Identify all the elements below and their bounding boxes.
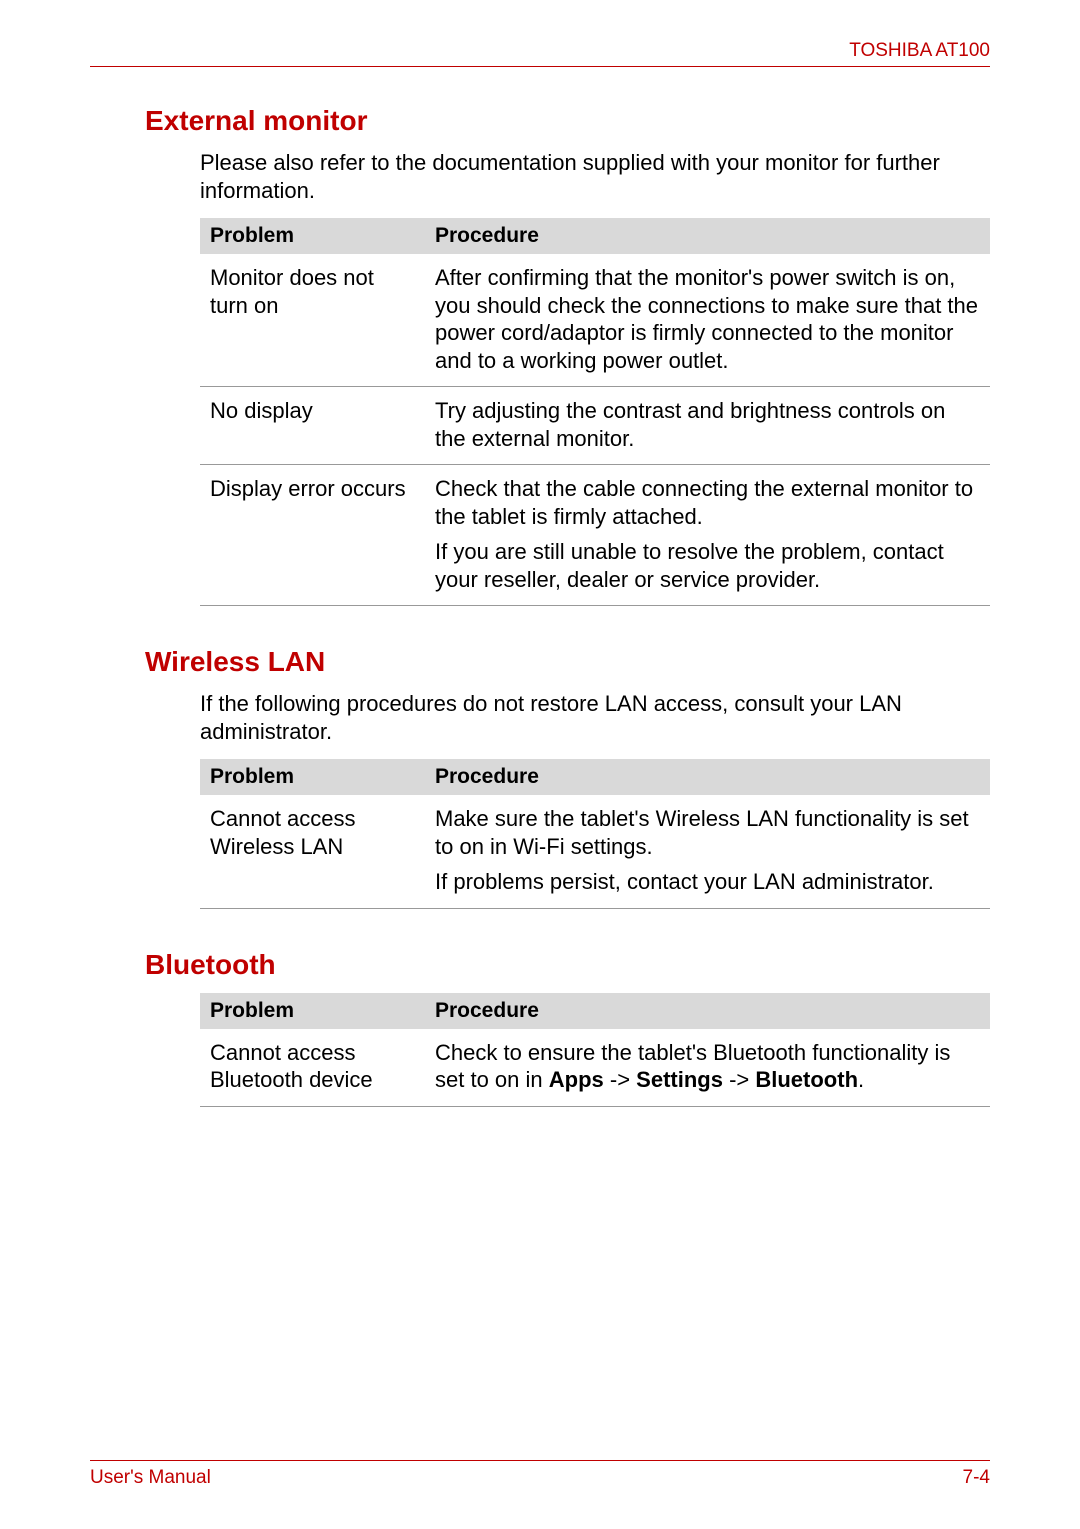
table-row: Monitor does not turn onAfter confirming… bbox=[200, 254, 990, 387]
footer-left: User's Manual bbox=[90, 1467, 211, 1489]
table-row: Display error occursCheck that the cable… bbox=[200, 465, 990, 606]
page-footer: User's Manual 7-4 bbox=[90, 1460, 990, 1489]
procedure-paragraph: Check to ensure the tablet's Bluetooth f… bbox=[435, 1039, 980, 1094]
cell-problem: No display bbox=[200, 387, 425, 465]
header-product: TOSHIBA AT100 bbox=[90, 40, 990, 66]
cell-procedure: Check to ensure the tablet's Bluetooth f… bbox=[425, 1029, 990, 1107]
table-header-problem: Problem bbox=[200, 993, 425, 1029]
cell-procedure: After confirming that the monitor's powe… bbox=[425, 254, 990, 387]
section-title: Wireless LAN bbox=[145, 646, 990, 678]
page-content: External monitor Please also refer to the… bbox=[90, 73, 990, 1460]
table-row: Cannot access Wireless LANMake sure the … bbox=[200, 795, 990, 908]
cell-procedure: Check that the cable connecting the exte… bbox=[425, 465, 990, 606]
section-intro: If the following procedures do not resto… bbox=[200, 690, 990, 745]
troubleshoot-table: ProblemProcedureMonitor does not turn on… bbox=[200, 218, 990, 606]
section-title: External monitor bbox=[145, 105, 990, 137]
troubleshoot-table: ProblemProcedureCannot access Wireless L… bbox=[200, 759, 990, 909]
header-rule: TOSHIBA AT100 bbox=[90, 40, 990, 67]
section-title: Bluetooth bbox=[145, 949, 990, 981]
procedure-paragraph: Check that the cable connecting the exte… bbox=[435, 475, 980, 530]
procedure-paragraph: Make sure the tablet's Wireless LAN func… bbox=[435, 805, 980, 860]
table-header-procedure: Procedure bbox=[425, 218, 990, 254]
table-row: Cannot access Bluetooth deviceCheck to e… bbox=[200, 1029, 990, 1107]
footer-right: 7-4 bbox=[963, 1467, 990, 1489]
procedure-paragraph: If problems persist, contact your LAN ad… bbox=[435, 868, 980, 896]
procedure-paragraph: If you are still unable to resolve the p… bbox=[435, 538, 980, 593]
troubleshoot-table: ProblemProcedureCannot access Bluetooth … bbox=[200, 993, 990, 1107]
table-header-procedure: Procedure bbox=[425, 993, 990, 1029]
section-intro: Please also refer to the documentation s… bbox=[200, 149, 990, 204]
cell-problem: Monitor does not turn on bbox=[200, 254, 425, 387]
table-row: No displayTry adjusting the contrast and… bbox=[200, 387, 990, 465]
table-header-problem: Problem bbox=[200, 218, 425, 254]
cell-problem: Display error occurs bbox=[200, 465, 425, 606]
cell-procedure: Make sure the tablet's Wireless LAN func… bbox=[425, 795, 990, 908]
cell-problem: Cannot access Bluetooth device bbox=[200, 1029, 425, 1107]
table-header-problem: Problem bbox=[200, 759, 425, 795]
procedure-paragraph: After confirming that the monitor's powe… bbox=[435, 264, 980, 374]
procedure-paragraph: Try adjusting the contrast and brightnes… bbox=[435, 397, 980, 452]
table-header-procedure: Procedure bbox=[425, 759, 990, 795]
cell-procedure: Try adjusting the contrast and brightnes… bbox=[425, 387, 990, 465]
cell-problem: Cannot access Wireless LAN bbox=[200, 795, 425, 908]
